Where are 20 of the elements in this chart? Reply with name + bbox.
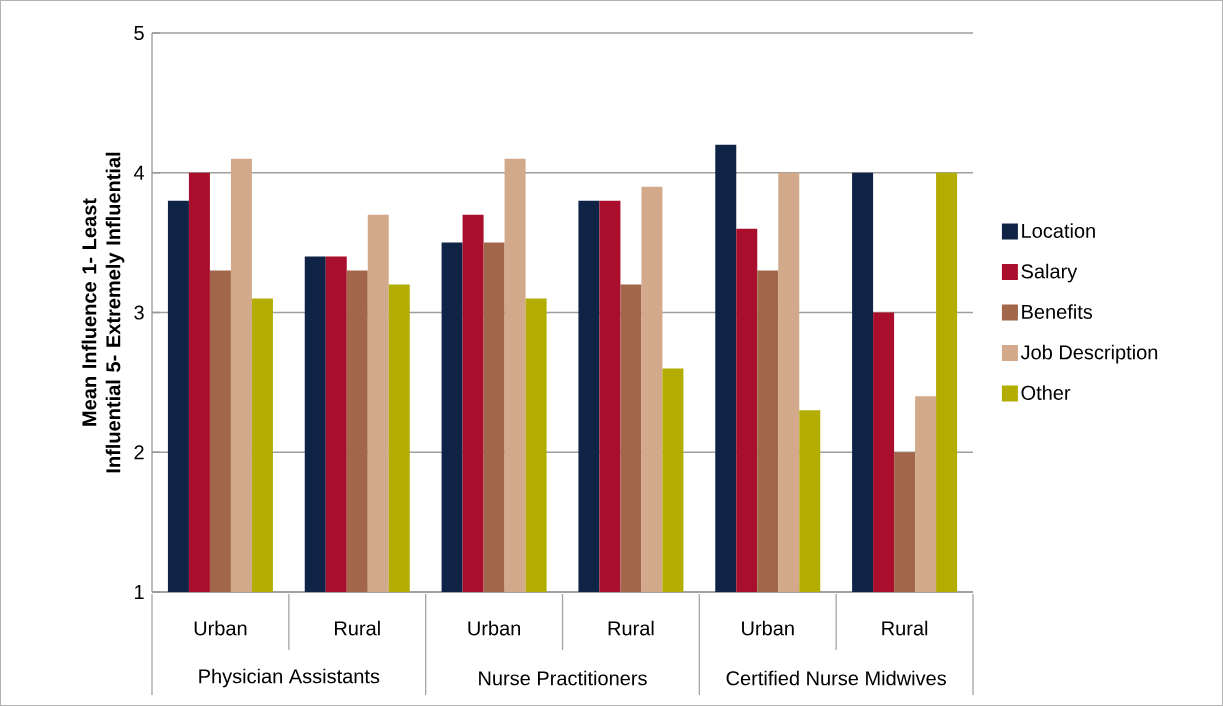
y-tick-label: 3 — [134, 305, 144, 320]
legend-label: Benefits — [1022, 304, 1093, 319]
y-tick-label: 5 — [134, 26, 144, 40]
legend-label: Salary — [1021, 263, 1078, 283]
y-tick-label: 2 — [134, 445, 144, 460]
text: Nurse Practitioners — [479, 670, 647, 686]
x-tick-label: Urban — [194, 620, 247, 636]
y-tick-label: 1 — [135, 585, 144, 599]
legend-label: Job Description — [1020, 344, 1158, 364]
legend-label: Other — [1021, 385, 1071, 400]
x-tick-label: Urban — [468, 620, 521, 636]
y-axis-title: Mean Influence 1- Least Influential 5- Extremely Influential — [81, 152, 125, 473]
legend-label: Location — [1022, 223, 1095, 238]
x-tick-label: Rural — [608, 620, 654, 636]
text: Physician Assistants — [199, 668, 380, 688]
x-tick-label: Rural — [882, 620, 928, 636]
x-tick-label: Rural — [334, 620, 380, 636]
text: Certified Nurse Midwives — [726, 670, 946, 686]
y-tick-label: 4 — [133, 165, 145, 180]
x-tick-label: Urban — [742, 620, 794, 636]
